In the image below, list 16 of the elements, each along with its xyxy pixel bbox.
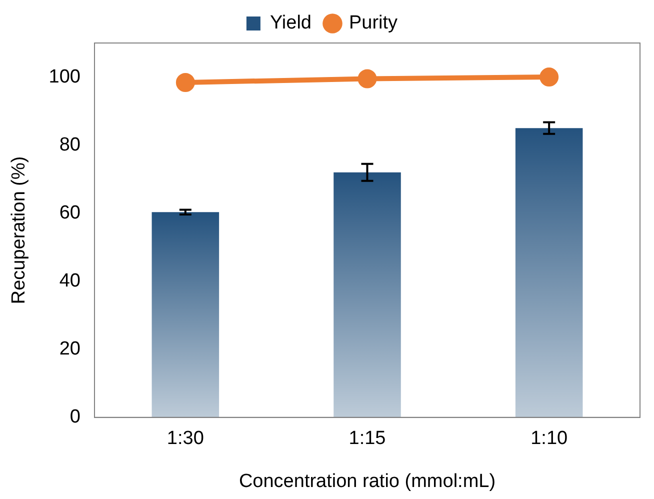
- x-tick-label: 1:15: [348, 428, 386, 450]
- y-tick-label: 0: [70, 406, 80, 428]
- bar: [334, 172, 401, 418]
- x-tick-label: 1:30: [166, 428, 204, 450]
- y-tick-label: 20: [59, 338, 80, 360]
- y-tick-label: 40: [59, 270, 80, 292]
- legend-label: Purity: [348, 12, 398, 34]
- y-tick-label: 100: [48, 66, 80, 88]
- y-tick-label: 80: [59, 134, 80, 156]
- legend-label: Yield: [270, 12, 312, 34]
- bar: [515, 128, 583, 418]
- y-tick-label: 60: [59, 202, 80, 224]
- bar: [152, 212, 220, 418]
- y-axis-title: Recuperation (%): [8, 156, 30, 304]
- x-tick-label: 1:10: [530, 428, 568, 450]
- x-axis-title: Concentration ratio (mmol:mL): [238, 470, 496, 492]
